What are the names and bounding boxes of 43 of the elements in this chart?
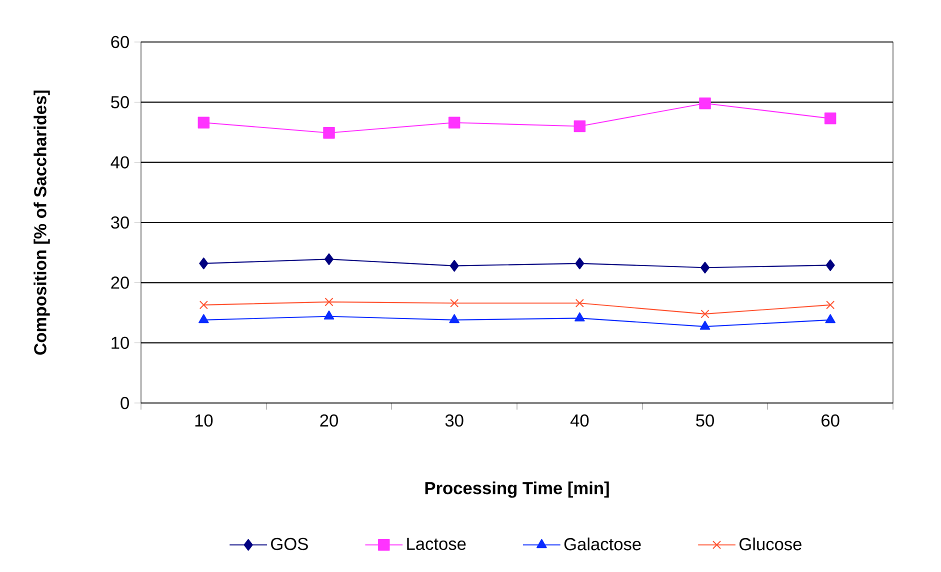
y-tick-label: 60: [111, 36, 129, 48]
point: [700, 320, 710, 330]
x-tick-label: 30: [445, 414, 464, 427]
y-tick-label: 10: [112, 336, 129, 349]
point: [699, 98, 711, 110]
legend-label: Galactose: [564, 538, 641, 550]
point: [575, 298, 584, 308]
y-tick-label: 0: [120, 396, 129, 410]
y-tick-label: 30: [111, 216, 129, 229]
x-tick-label: 50: [696, 414, 714, 427]
point: [199, 300, 208, 310]
y-tick-label: 40: [110, 156, 129, 168]
point: [575, 258, 584, 270]
point: [826, 300, 835, 310]
point: [700, 262, 710, 274]
point: [448, 116, 460, 128]
point: [450, 260, 459, 272]
point: [199, 258, 208, 270]
point: [450, 298, 459, 308]
point: [825, 314, 836, 324]
point: [198, 116, 210, 128]
x-tick-label: 20: [320, 414, 338, 427]
y-tick-label: 20: [111, 276, 129, 289]
legend-label: Lactose: [407, 538, 466, 550]
y-axis-title: Composition [% of Saccharides]: [34, 90, 50, 355]
point: [324, 298, 334, 306]
point: [323, 126, 335, 139]
x-tick-label: 60: [822, 414, 840, 427]
x-axis-title: Processing Time [min]: [425, 482, 609, 498]
point: [574, 120, 586, 132]
point: [824, 112, 836, 124]
point: [198, 314, 209, 324]
point: [574, 312, 585, 322]
legend-label: GOS: [271, 538, 308, 550]
x-tick-label: 40: [570, 414, 589, 427]
point: [324, 253, 334, 266]
point: [324, 310, 334, 320]
point: [449, 314, 460, 324]
y-tick-label: 50: [111, 96, 129, 108]
point: [826, 259, 835, 272]
point: [700, 310, 710, 318]
x-tick-label: 10: [195, 414, 213, 427]
legend-label: Glucose: [740, 538, 802, 550]
